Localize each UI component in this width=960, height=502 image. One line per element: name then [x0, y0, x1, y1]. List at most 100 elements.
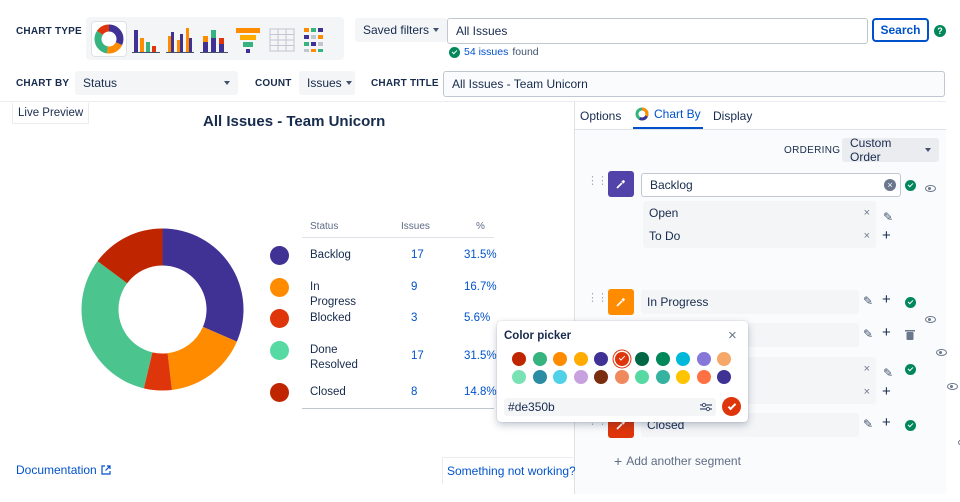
remove-icon[interactable]: × [863, 207, 870, 219]
edit-pencil-icon[interactable]: ✎ [863, 327, 874, 341]
saved-filters-dropdown[interactable]: Saved filters [355, 18, 448, 42]
palette-color-swatch[interactable] [594, 352, 608, 366]
tab-options[interactable]: Options [580, 109, 622, 123]
hex-value: de350b [514, 400, 555, 414]
palette-color-swatch[interactable] [512, 352, 526, 366]
segment-name-input[interactable]: Backlog [641, 173, 901, 197]
palette-color-swatch[interactable] [532, 370, 547, 384]
chart-by-select[interactable]: Status [75, 71, 238, 95]
legend-issues-count[interactable]: 17 [411, 249, 424, 261]
close-icon[interactable]: × [728, 327, 737, 344]
count-select[interactable]: Issues [299, 71, 355, 95]
grouped-bar-chart-type-icon[interactable] [166, 24, 194, 54]
legend-issues-count[interactable]: 3 [411, 312, 418, 324]
legend-color-dot [270, 278, 289, 297]
donut-chart-type-icon[interactable] [92, 21, 126, 56]
trash-icon[interactable] [905, 329, 915, 340]
palette-color-swatch[interactable] [573, 370, 588, 384]
valid-check-icon [905, 364, 916, 375]
add-plus-icon[interactable]: + [882, 227, 891, 244]
matrix-chart-type-icon[interactable] [302, 24, 330, 54]
tabs-divider [575, 129, 946, 130]
legend-issues-count[interactable]: 8 [411, 386, 418, 398]
chart-by-label: CHART BY [16, 78, 70, 89]
palette-color-swatch[interactable] [614, 352, 629, 366]
palette-color-swatch[interactable] [655, 352, 670, 366]
stacked-bar-chart-type-icon[interactable] [200, 24, 228, 54]
color-swatch-button[interactable] [608, 171, 634, 197]
add-segment-button[interactable]: + Add another segment [614, 453, 741, 469]
visibility-eye-icon[interactable] [925, 185, 936, 192]
edit-pencil-icon[interactable]: ✎ [863, 294, 874, 308]
tab-display[interactable]: Display [713, 109, 753, 123]
issues-count-link[interactable]: 54 issues [464, 46, 509, 58]
feedback-link[interactable]: Something not working? [442, 457, 581, 484]
edit-pencil-icon[interactable]: ✎ [883, 366, 894, 380]
palette-color-swatch[interactable] [512, 370, 526, 384]
remove-icon[interactable]: × [863, 386, 870, 398]
legend-color-dot [270, 341, 289, 360]
query-input[interactable]: All Issues [447, 18, 868, 44]
chart-title-input[interactable]: All Issues - Team Unicorn [443, 71, 945, 97]
valid-check-icon [905, 420, 916, 431]
palette-color-swatch[interactable] [696, 370, 711, 384]
legend-issues-count[interactable]: 17 [411, 350, 424, 362]
sliders-icon[interactable] [700, 402, 712, 412]
ordering-label: ORDERING [784, 145, 841, 156]
palette-color-swatch[interactable] [696, 352, 711, 366]
donut-icon [635, 107, 649, 121]
palette-color-swatch[interactable] [532, 352, 547, 366]
confirm-color-button[interactable] [722, 397, 741, 416]
edit-pencil-icon[interactable]: ✎ [863, 417, 874, 431]
saved-filters-label: Saved filters [363, 23, 430, 37]
palette-color-swatch[interactable] [594, 370, 608, 384]
search-button-label: Search [880, 23, 921, 37]
legend-color-dot [270, 383, 289, 402]
remove-icon[interactable]: × [863, 230, 870, 242]
palette-color-swatch[interactable] [614, 370, 629, 384]
add-plus-icon[interactable]: + [882, 414, 891, 431]
help-icon[interactable]: ? [934, 25, 946, 37]
palette-color-swatch[interactable] [676, 352, 690, 366]
add-plus-icon[interactable]: + [882, 324, 891, 341]
chart-title-input-value: All Issues - Team Unicorn [452, 77, 588, 91]
legend-status-label-line2: Resolved [310, 359, 358, 371]
edit-pencil-icon[interactable]: ✎ [883, 210, 894, 224]
palette-color-swatch[interactable] [635, 370, 649, 384]
documentation-link[interactable]: Documentation [16, 463, 111, 477]
segment-name-field[interactable]: In Progress [641, 290, 859, 314]
color-picker-popup: Color picker × # de350b [497, 321, 748, 422]
chevron-down-icon [224, 81, 230, 85]
add-plus-icon[interactable]: + [882, 383, 891, 400]
palette-color-swatch[interactable] [573, 352, 588, 366]
tab-chart-by[interactable]: Chart By [635, 107, 701, 121]
color-swatch-button[interactable] [608, 289, 634, 315]
chart-title-label: CHART TITLE [371, 78, 439, 89]
table-header-status: Status [310, 221, 339, 232]
hex-input[interactable]: # de350b [504, 398, 716, 416]
visibility-eye-icon[interactable] [925, 316, 936, 323]
legend-issues-count[interactable]: 9 [411, 281, 418, 293]
valid-check-icon [905, 297, 916, 308]
visibility-eye-icon[interactable] [936, 349, 947, 356]
bar-chart-type-icon[interactable] [132, 24, 160, 54]
ordering-select[interactable]: Custom Order [842, 136, 939, 164]
palette-color-swatch[interactable] [717, 370, 731, 384]
drag-handle-icon[interactable]: ⋮⋮ [587, 292, 608, 304]
visibility-eye-icon[interactable] [947, 383, 958, 390]
chart-type-selector[interactable] [86, 17, 344, 60]
clear-icon[interactable]: × [884, 179, 896, 191]
palette-color-swatch[interactable] [635, 352, 649, 366]
palette-color-swatch[interactable] [553, 352, 567, 366]
remove-icon[interactable]: × [863, 363, 870, 375]
palette-color-swatch[interactable] [676, 370, 690, 384]
funnel-chart-type-icon[interactable] [234, 24, 262, 54]
drag-handle-icon[interactable]: ⋮⋮ [587, 175, 608, 187]
donut-chart [81, 228, 244, 391]
palette-color-swatch[interactable] [717, 352, 731, 366]
search-button[interactable]: Search [872, 18, 929, 42]
add-plus-icon[interactable]: + [882, 291, 891, 308]
palette-color-swatch[interactable] [655, 370, 670, 384]
table-chart-type-icon[interactable] [268, 24, 296, 54]
palette-color-swatch[interactable] [553, 370, 567, 384]
